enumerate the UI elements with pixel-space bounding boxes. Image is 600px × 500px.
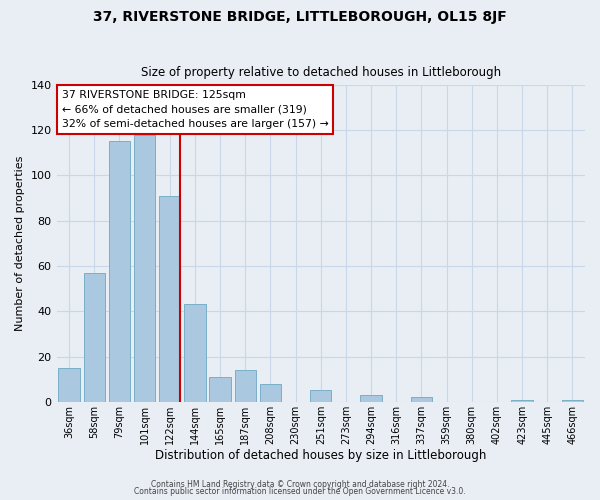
- Bar: [134, 134, 155, 402]
- Text: Contains HM Land Registry data © Crown copyright and database right 2024.: Contains HM Land Registry data © Crown c…: [151, 480, 449, 489]
- Bar: [511, 400, 533, 402]
- Title: Size of property relative to detached houses in Littleborough: Size of property relative to detached ho…: [141, 66, 501, 80]
- Bar: [310, 390, 331, 402]
- Bar: [159, 196, 181, 402]
- Bar: [361, 395, 382, 402]
- Bar: [209, 377, 231, 402]
- Bar: [235, 370, 256, 402]
- Bar: [411, 398, 432, 402]
- Text: 37, RIVERSTONE BRIDGE, LITTLEBOROUGH, OL15 8JF: 37, RIVERSTONE BRIDGE, LITTLEBOROUGH, OL…: [93, 10, 507, 24]
- Y-axis label: Number of detached properties: Number of detached properties: [15, 156, 25, 331]
- Text: Contains public sector information licensed under the Open Government Licence v3: Contains public sector information licen…: [134, 487, 466, 496]
- Bar: [260, 384, 281, 402]
- Bar: [83, 272, 105, 402]
- Bar: [58, 368, 80, 402]
- Bar: [184, 304, 206, 402]
- X-axis label: Distribution of detached houses by size in Littleborough: Distribution of detached houses by size …: [155, 450, 487, 462]
- Bar: [562, 400, 583, 402]
- Text: 37 RIVERSTONE BRIDGE: 125sqm
← 66% of detached houses are smaller (319)
32% of s: 37 RIVERSTONE BRIDGE: 125sqm ← 66% of de…: [62, 90, 329, 129]
- Bar: [109, 142, 130, 402]
